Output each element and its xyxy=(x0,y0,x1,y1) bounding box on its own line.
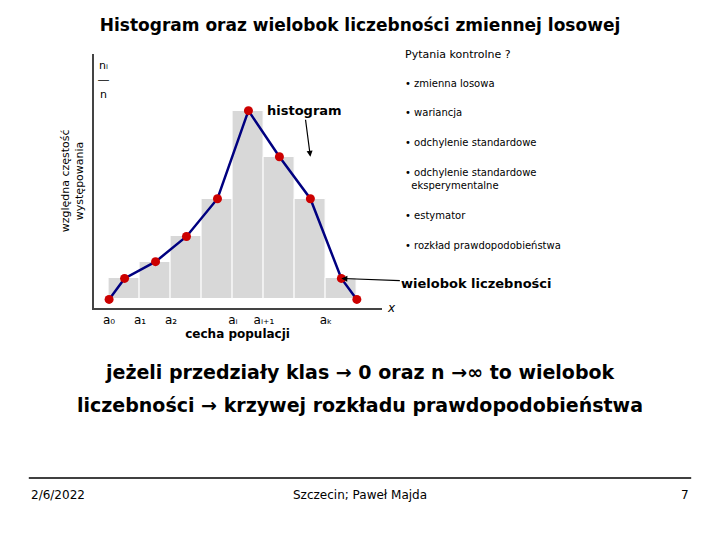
svg-text:x: x xyxy=(387,301,396,315)
svg-text:wielobok liczebności: wielobok liczebności xyxy=(401,276,551,291)
svg-text:cecha populacji: cecha populacji xyxy=(185,327,290,341)
svg-text:7: 7 xyxy=(681,488,689,502)
svg-text:a₂: a₂ xyxy=(165,313,177,327)
svg-text:aᵢ: aᵢ xyxy=(228,313,238,327)
svg-text:Pytania kontrolne ?: Pytania kontrolne ? xyxy=(405,48,511,61)
svg-text:2/6/2022: 2/6/2022 xyxy=(31,488,85,502)
svg-text:a₁: a₁ xyxy=(134,313,146,327)
svg-text:względna częstośćwystępowania: względna częstośćwystępowania xyxy=(59,129,86,232)
svg-text:• rozkład prawdopodobieństwa: • rozkład prawdopodobieństwa xyxy=(405,240,561,251)
svg-text:• wariancja: • wariancja xyxy=(405,107,462,118)
svg-text:nᵢ―n: nᵢ―n xyxy=(98,59,109,101)
svg-text:jeżeli przedziały klas → 0 ora: jeżeli przedziały klas → 0 oraz n →∞ to … xyxy=(105,361,615,383)
svg-text:Szczecin; Paweł Majda: Szczecin; Paweł Majda xyxy=(293,488,427,502)
svg-text:• odchylenie standardowe: • odchylenie standardowe xyxy=(405,137,536,148)
svg-text:• zmienna losowa: • zmienna losowa xyxy=(405,78,495,89)
svg-text:a₀: a₀ xyxy=(103,313,115,327)
svg-text:Histogram oraz wielobok liczeb: Histogram oraz wielobok liczebności zmie… xyxy=(100,15,620,35)
svg-text:histogram: histogram xyxy=(267,103,342,118)
svg-text:aᵢ₊₁: aᵢ₊₁ xyxy=(254,313,275,327)
svg-text:liczebności → krzywej rozkładu: liczebności → krzywej rozkładu prawdopod… xyxy=(77,394,643,416)
svg-text:aₖ: aₖ xyxy=(320,313,332,327)
svg-text:• estymator: • estymator xyxy=(405,210,466,221)
svg-text:• odchylenie standardowe eksp: • odchylenie standardowe eksperymentalne xyxy=(405,167,536,191)
